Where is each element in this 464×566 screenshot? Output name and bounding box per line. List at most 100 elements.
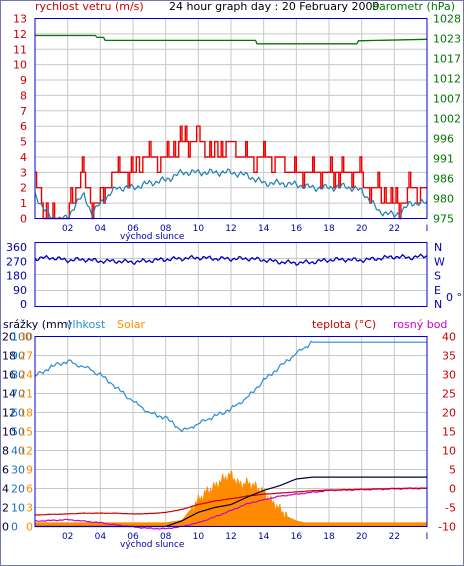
precip-tick-label: 6 — [2, 464, 9, 477]
dew-point-label: rosný bod — [393, 318, 447, 331]
humidity-tick-label: 90 — [11, 350, 25, 363]
barometer-tick-label: 1023 — [433, 33, 461, 46]
wind-series — [34, 34, 428, 220]
direction-series — [34, 253, 428, 266]
barometer-tick-label: 1028 — [433, 13, 461, 26]
climate-x-tick-label: 22 — [389, 532, 400, 542]
wind-x-tick-label: 20 — [356, 224, 368, 234]
wind-speed-label: rychlost vetru (m/s) — [35, 0, 144, 13]
wind-tick-label: 11 — [13, 43, 27, 56]
temperature-tick-label: 5 — [449, 464, 456, 477]
wind-x-tick-label: I — [426, 224, 429, 234]
wind-x-tick-label: 06 — [127, 224, 139, 234]
wind-x-tick-label: 18 — [323, 224, 335, 234]
temperature-tick-label: 40 — [442, 331, 456, 344]
barometer-tick-label: 1012 — [433, 73, 461, 86]
temperature-tick-label: 15 — [442, 426, 456, 439]
temperature-tick-label: -5 — [445, 502, 456, 515]
humidity-tick-label: 30 — [11, 464, 25, 477]
solar-tick-label: 3 — [26, 502, 33, 515]
climate-x-tick-label: I — [426, 532, 429, 542]
barometer-axis-ticks: 975 980 986 991 996 1002 1007 1012 1017 1023 1028 — [433, 13, 461, 226]
solar-label: Solar — [117, 318, 146, 331]
climate-x-tick-label: 12 — [225, 532, 236, 542]
humidity-tick-label: 100 — [11, 331, 32, 344]
precip-tick-label: 12 — [2, 407, 16, 420]
wind-tick-label: 10 — [13, 59, 27, 72]
temperature-label: teplota (°C) — [312, 318, 376, 331]
precip-label: srážky (mm) — [3, 318, 72, 331]
humidity-tick-label: 20 — [11, 483, 25, 496]
climate-chart-frame — [34, 336, 428, 527]
wind-tick-label: 4 — [20, 151, 27, 164]
precip-tick-label: 20 — [2, 331, 16, 344]
wind-tick-label: 12 — [13, 28, 27, 41]
wind-tick-label: 5 — [20, 136, 27, 149]
humidity-tick-label: 70 — [11, 388, 25, 401]
direction-compass-label: E — [434, 284, 441, 297]
direction-degree-label: 90 — [13, 284, 27, 297]
wind-x-tick-label: 12 — [225, 224, 236, 234]
wind-tick-label: 13 — [13, 13, 27, 26]
precip-tick-label: 18 — [2, 350, 16, 363]
direction-degree-label: 180 — [6, 270, 27, 283]
temperature-tick-label: -10 — [438, 521, 456, 534]
barometer-tick-label: 975 — [433, 213, 454, 226]
sunrise-label-top: východ slunce — [120, 232, 185, 242]
wind-tick-label: 8 — [20, 89, 27, 102]
wind-x-tick-label: 02 — [62, 224, 73, 234]
precipitation-line — [35, 476, 427, 528]
climate-x-tick-label: 18 — [323, 532, 335, 542]
direction-degree-label: 360 — [6, 241, 27, 254]
wind-x-tick-label: 04 — [95, 224, 107, 234]
climate-x-tick-label: 02 — [62, 532, 73, 542]
direction-compass-label: S — [434, 270, 441, 283]
wind-tick-label: 0 — [20, 213, 27, 226]
precip-tick-label: 2 — [2, 502, 9, 515]
temperature-tick-label: 0 — [449, 483, 456, 496]
humidity-tick-label: 80 — [11, 369, 25, 382]
precip-tick-label: 0 — [2, 521, 9, 534]
direction-compass-label: W — [434, 255, 445, 268]
barometer-tick-label: 996 — [433, 133, 454, 146]
solar-tick-label: 9 — [26, 464, 33, 477]
climate-x-tick-label: 20 — [356, 532, 368, 542]
barometer-tick-label: 1017 — [433, 53, 461, 66]
climate-x-ticks: 02 04 06 08 10 12 14 16 18 20 22 I — [62, 532, 428, 542]
wind-chart-frame — [34, 18, 428, 219]
climate-x-tick-label: 14 — [258, 532, 270, 542]
direction-degree-label: 270 — [6, 255, 27, 268]
barometer-tick-label: 986 — [433, 173, 454, 186]
wind-tick-label: 7 — [20, 105, 27, 118]
solar-tick-label: 18 — [19, 407, 33, 420]
precip-tick-label: 10 — [2, 426, 16, 439]
direction-compass-label: N — [434, 241, 442, 254]
wind-x-tick-label: 14 — [258, 224, 270, 234]
barometer-label: barometr (hPa) — [372, 0, 455, 13]
temperature-line — [35, 487, 428, 516]
humidity-tick-label: 50 — [11, 426, 25, 439]
direction-degree-label: 0 — [20, 298, 27, 311]
temperature-tick-label: 25 — [442, 388, 456, 401]
solar-tick-label: 15 — [19, 426, 33, 439]
climate-x-tick-label: 10 — [193, 532, 205, 542]
temperature-tick-label: 20 — [442, 407, 456, 420]
solar-tick-label: 6 — [26, 483, 33, 496]
humidity-label: vlhkost — [66, 318, 106, 331]
climate-x-tick-label: 16 — [291, 532, 303, 542]
precip-tick-label: 14 — [2, 388, 16, 401]
wind-tick-label: 9 — [20, 74, 27, 87]
humidity-tick-label: 60 — [11, 407, 25, 420]
graph-title: 24 hour graph day : 20 February 2009 — [169, 0, 380, 13]
climate-series — [34, 340, 428, 530]
solar-tick-label: 30 — [19, 331, 33, 344]
climate-x-tick-label: 04 — [95, 532, 107, 542]
barometer-tick-label: 991 — [433, 153, 454, 166]
